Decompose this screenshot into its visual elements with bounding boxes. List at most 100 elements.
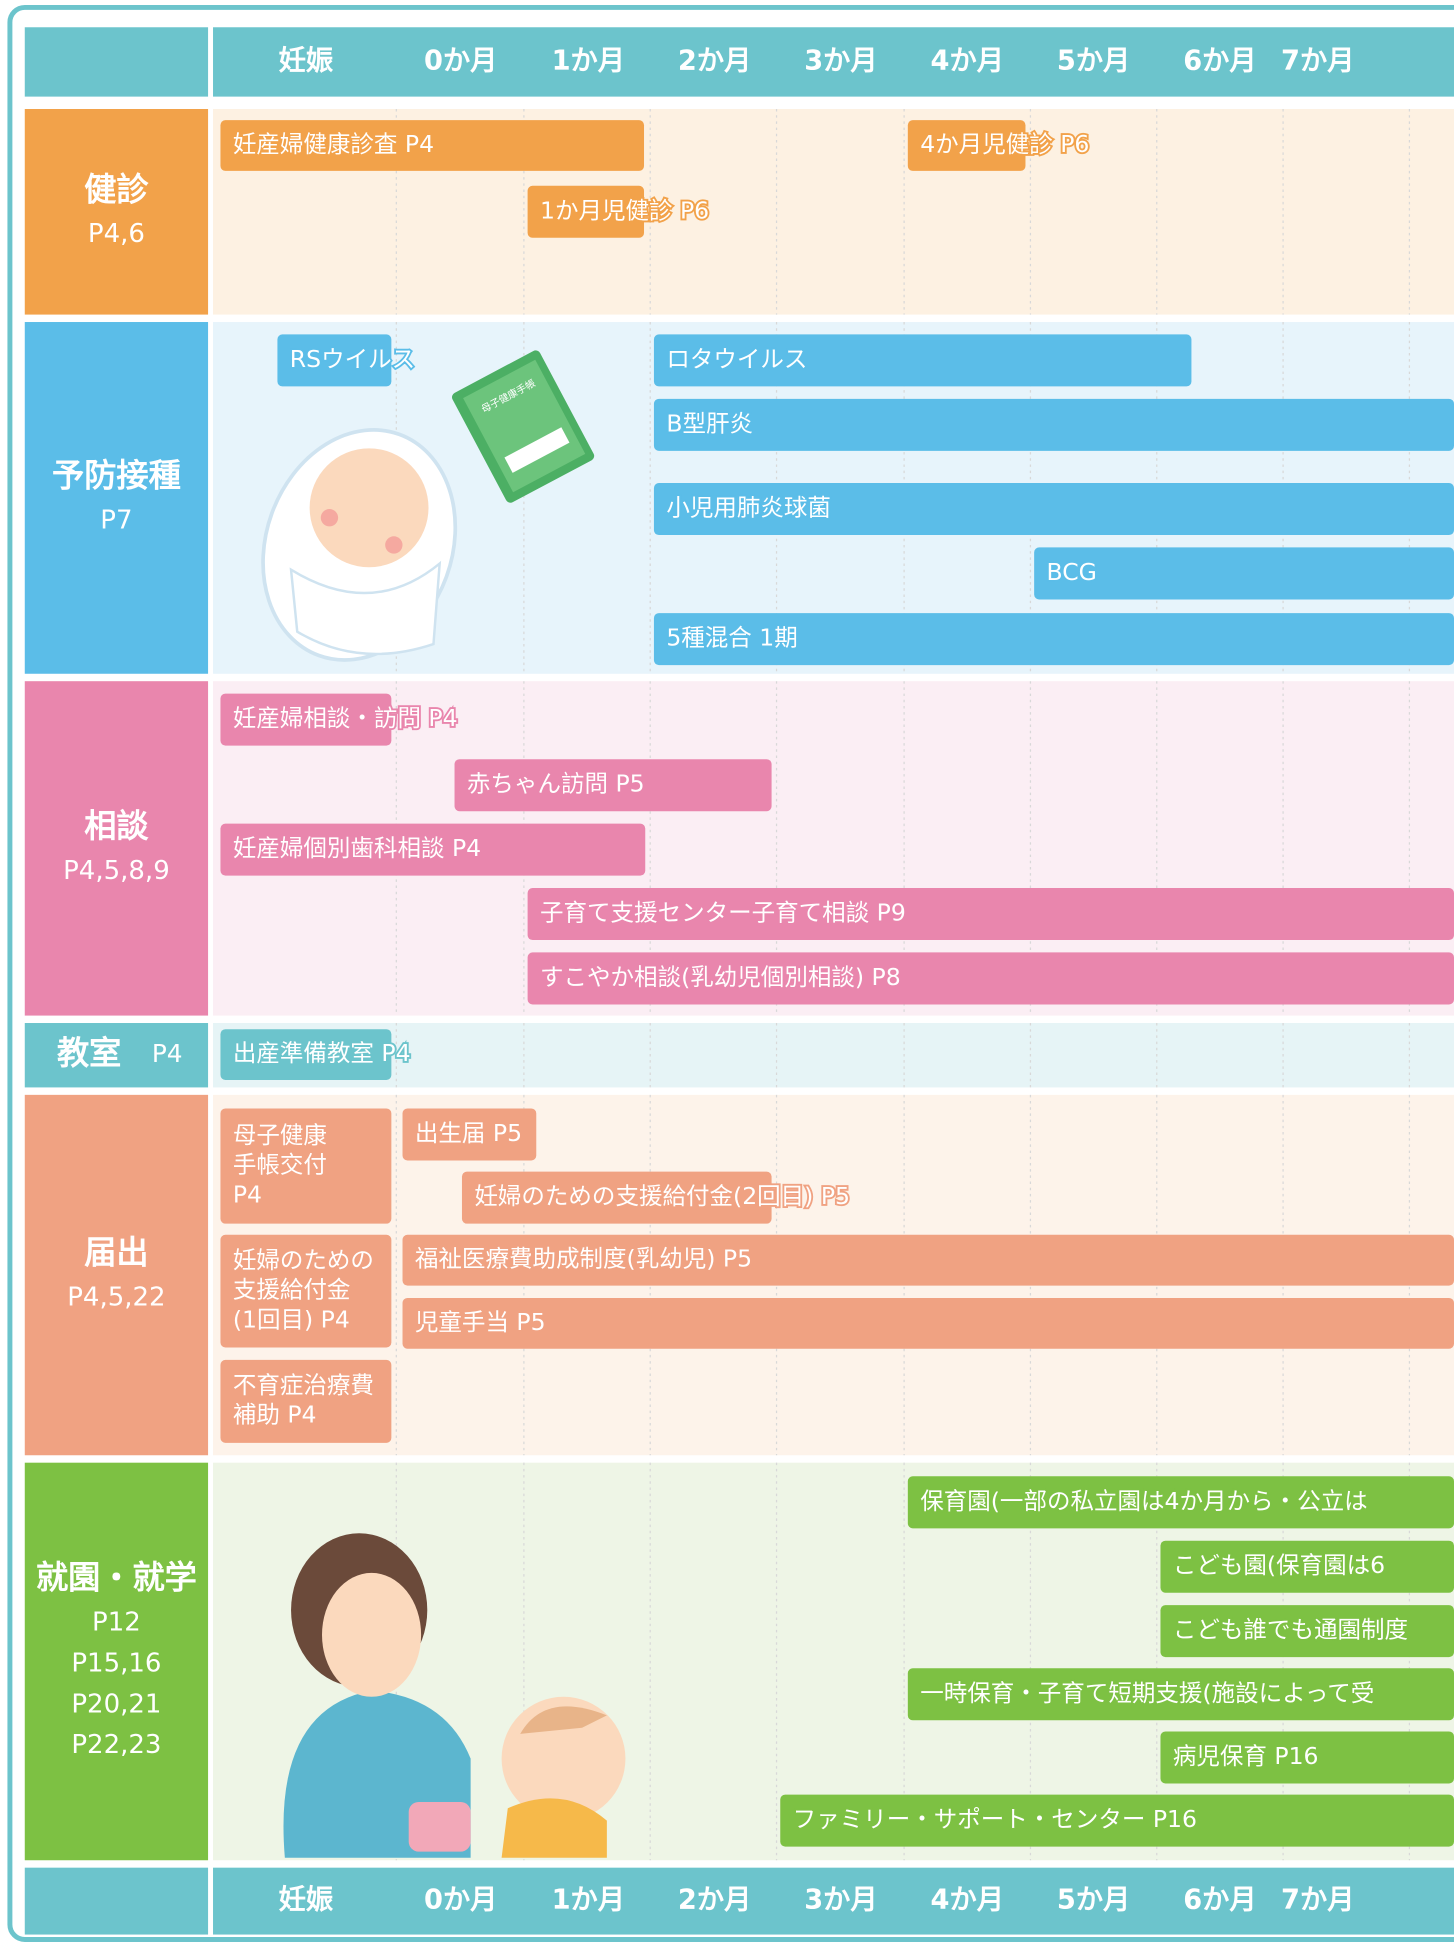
item-label: 妊産婦健康診査 P4 <box>233 130 434 158</box>
item-bar <box>907 1476 1454 1529</box>
item-label: 母子健康 <box>233 1121 327 1149</box>
item-bar <box>277 334 392 387</box>
item-bar <box>653 483 1454 536</box>
section-label-box <box>24 1023 209 1088</box>
section-pages: P7 <box>100 505 132 535</box>
item-bar <box>402 1297 1454 1349</box>
section-title: 相談 <box>84 807 149 845</box>
column-label: 1か月 <box>552 1885 625 1916</box>
item-bar <box>220 693 392 746</box>
column-label: 0か月 <box>424 45 497 76</box>
section-title: 健診 <box>84 170 149 208</box>
item-bar <box>527 952 1454 1005</box>
section-pages: P4 <box>152 1039 183 1068</box>
item-label: 出産準備教室 P4 <box>233 1039 411 1067</box>
column-label: 5か月 <box>1057 1885 1130 1916</box>
item-bar <box>780 1794 1454 1847</box>
column-label: 2か月 <box>678 1885 751 1916</box>
section-label-box <box>24 322 209 674</box>
item-label: 赤ちゃん訪問 P5 <box>467 770 645 798</box>
section-band <box>213 1023 1454 1088</box>
column-label: 2か月 <box>678 45 751 76</box>
item-label: こども誰でも通園制度 <box>1173 1616 1408 1644</box>
item-label: 5種混合 1期 <box>666 624 797 652</box>
item-label: 支援給付金 <box>233 1276 351 1304</box>
item-label: B型肝炎 <box>666 409 753 437</box>
item-bar <box>402 1108 537 1161</box>
header-band <box>213 27 1454 97</box>
item-bar <box>461 1171 772 1224</box>
item-label: 福祉医療費助成制度(乳幼児) P5 <box>415 1245 752 1273</box>
item-label: ファミリー・サポート・センター P16 <box>793 1805 1197 1833</box>
item-label: 妊産婦相談・訪問 P4 <box>233 704 458 732</box>
section-pages: P4,6 <box>88 219 145 249</box>
header-left <box>24 27 209 97</box>
item-label: 病児保育 P16 <box>1173 1742 1319 1770</box>
section-pages: P20,21 <box>71 1689 161 1719</box>
column-label: 3か月 <box>804 45 877 76</box>
item-bar <box>1034 547 1454 600</box>
column-label: 妊娠 <box>279 1885 334 1916</box>
illustrations: 母子健康手帳 <box>261 350 626 1858</box>
item-label: 児童手当 P5 <box>415 1308 546 1336</box>
item-label: 一時保育・子育て短期支援(施設によって受 <box>920 1679 1374 1707</box>
section-label-box <box>24 1462 209 1861</box>
item-label: ロタウイルス <box>666 345 807 373</box>
item-label: P4 <box>233 1180 262 1208</box>
item-bar <box>907 1668 1454 1721</box>
item-bar <box>653 613 1454 666</box>
item-label: こども園(保育園は6 <box>1173 1551 1385 1579</box>
section-title: 届出 <box>84 1234 148 1272</box>
item-label: 手帳交付 <box>233 1151 327 1179</box>
section-pages: P22,23 <box>71 1730 161 1760</box>
item-label: 小児用肺炎球菌 <box>666 494 831 522</box>
column-label: 7か月 <box>1281 45 1354 76</box>
section-label-box <box>24 109 209 315</box>
item-label: 不育症治療費 <box>233 1371 374 1399</box>
item-label: 補助 P4 <box>233 1401 317 1429</box>
column-label: 0か月 <box>424 1885 497 1916</box>
item-label: 1か月児健診 P6 <box>540 196 709 224</box>
item-bar <box>220 120 645 171</box>
item-bar <box>402 1234 1454 1286</box>
item-label: 妊産婦個別歯科相談 P4 <box>233 834 481 862</box>
column-label: 5か月 <box>1057 45 1130 76</box>
item-label: 妊婦のための支援給付金(2回目) P5 <box>474 1182 850 1210</box>
column-label: 3か月 <box>804 1885 877 1916</box>
item-bar <box>653 398 1454 451</box>
item-bar <box>907 120 1026 171</box>
section-pages: P4,5,22 <box>67 1282 165 1312</box>
section-title: 就園・就学 <box>36 1559 197 1597</box>
section-pages: P4,5,8,9 <box>63 856 170 886</box>
section-label-box <box>24 1094 209 1456</box>
item-label: 保育園(一部の私立園は4か月から・公立は <box>920 1487 1367 1515</box>
item-label: すこやか相談(乳幼児個別相談) P8 <box>540 963 901 991</box>
item-label: BCG <box>1047 558 1097 586</box>
item-label: (1回目) P4 <box>233 1305 350 1333</box>
item-label: 4か月児健診 P6 <box>920 130 1089 158</box>
column-label: 6か月 <box>1183 1885 1256 1916</box>
item-bar <box>220 1359 392 1443</box>
item-bar <box>653 334 1192 387</box>
item-label: RSウイルス <box>290 345 415 373</box>
item-bar <box>1160 1605 1454 1658</box>
item-bar <box>220 823 646 876</box>
item-bar <box>220 1029 392 1080</box>
item-bar <box>527 888 1454 941</box>
column-label: 妊娠 <box>279 45 334 76</box>
column-label: 7か月 <box>1281 1885 1354 1916</box>
item-bar <box>527 185 645 238</box>
column-label: 4か月 <box>931 1885 1004 1916</box>
column-label: 4か月 <box>931 45 1004 76</box>
item-label: 出生届 P5 <box>415 1119 522 1147</box>
item-bar <box>1160 1540 1454 1593</box>
section-title: 予防接種 <box>52 456 181 494</box>
item-label: 妊婦のための <box>233 1246 374 1274</box>
item-bar <box>454 759 772 812</box>
item-label: 子育て支援センター子育て相談 P9 <box>540 899 906 927</box>
section-label-box <box>24 681 209 1016</box>
section-title: 教室 <box>57 1034 121 1072</box>
header-left <box>24 1867 209 1935</box>
header-band <box>213 1867 1454 1935</box>
